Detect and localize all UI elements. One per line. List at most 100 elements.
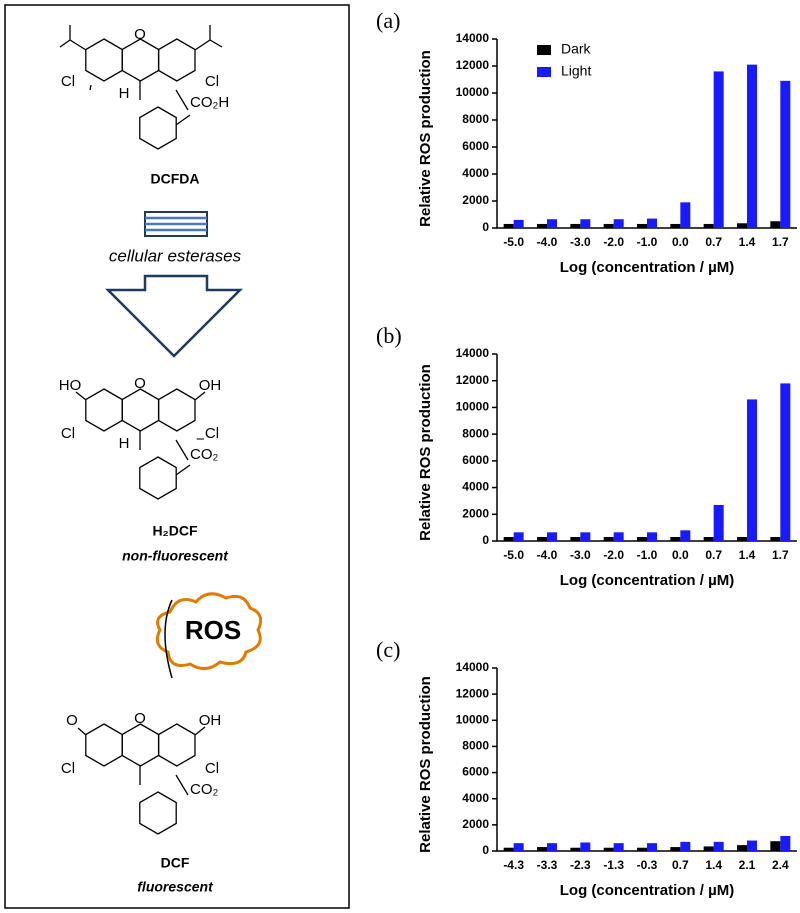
atom: H [119, 85, 130, 102]
y-tick-label: 0 [482, 843, 489, 857]
y-tick-label: 12000 [456, 373, 490, 387]
y-tick-label: 0 [482, 533, 489, 547]
x-tick-label: 1.7 [772, 548, 789, 562]
bar [547, 219, 557, 228]
molecule-note: non-fluorescent [122, 548, 229, 564]
x-tick-label: 0.7 [705, 235, 722, 249]
x-axis-title: Log (concentration / µM) [560, 882, 734, 899]
atom: − [196, 431, 205, 448]
atom: O [66, 712, 78, 729]
x-tick-label: -4.0 [537, 548, 558, 562]
y-tick-label: 14000 [456, 31, 490, 45]
legend-label: Dark [561, 41, 592, 57]
x-tick-label: -3.0 [570, 235, 591, 249]
y-tick-label: 0 [482, 220, 489, 234]
y-tick-label: 6000 [462, 139, 489, 153]
x-tick-label: 2.4 [772, 858, 789, 872]
x-tick-label: -0.3 [637, 858, 658, 872]
x-tick-label: -1.0 [637, 548, 658, 562]
bar [737, 223, 747, 228]
bar [603, 223, 614, 228]
atom: CO₂ [190, 446, 219, 463]
bar [770, 536, 781, 541]
bar [780, 80, 791, 228]
x-tick-label: 1.4 [705, 858, 722, 872]
bar [513, 843, 524, 851]
x-tick-label: 0.7 [672, 858, 689, 872]
bar [580, 219, 591, 228]
y-tick-label: 4000 [462, 166, 489, 180]
atom: O [134, 375, 146, 392]
x-tick-label: -2.0 [603, 548, 624, 562]
x-tick-label: -1.3 [603, 858, 624, 872]
bar [680, 841, 691, 851]
bar [713, 504, 724, 541]
bar [547, 532, 557, 541]
y-tick-label: 6000 [462, 765, 489, 779]
bar [537, 223, 547, 228]
atom: H [119, 435, 130, 452]
bar [603, 536, 614, 541]
molecule-name: DCFDA [151, 171, 200, 187]
bar [503, 223, 514, 228]
molecule-h2dcf [75, 388, 206, 500]
enzyme-label: cellular esterases [109, 246, 242, 265]
bar [703, 223, 714, 228]
bar [503, 536, 514, 541]
atom: CO₂H [190, 94, 229, 111]
bar [580, 842, 591, 851]
bar [647, 843, 657, 851]
x-tick-label: -5.0 [503, 548, 524, 562]
y-tick-label: 8000 [462, 426, 489, 440]
x-tick-label: -5.0 [503, 235, 524, 249]
y-tick-label: 4000 [462, 480, 489, 494]
bar [637, 223, 647, 228]
bar [747, 64, 757, 229]
y-tick-label: 10000 [456, 400, 490, 414]
panel-label: (a) [376, 8, 400, 33]
molecule-name: DCF [161, 855, 190, 871]
ros-arrow [164, 599, 173, 679]
x-tick-label: -1.0 [637, 235, 658, 249]
atom: Cl [205, 73, 219, 90]
bar [713, 71, 724, 229]
y-tick-label: 6000 [462, 453, 489, 467]
y-tick-label: 4000 [462, 791, 489, 805]
x-tick-label: 1.4 [739, 548, 756, 562]
legend-swatch [537, 67, 551, 77]
x-tick-label: -2.0 [603, 235, 624, 249]
bar [613, 219, 624, 228]
y-tick-label: 14000 [456, 660, 490, 674]
bar [537, 536, 547, 541]
x-tick-label: 1.7 [772, 235, 789, 249]
bar [737, 845, 747, 851]
atom: OH [199, 377, 222, 394]
bar [770, 841, 781, 851]
x-axis-title: Log (concentration / µM) [560, 259, 734, 276]
left-panel [4, 4, 350, 909]
bar [570, 223, 581, 228]
atom: O [134, 26, 146, 43]
y-tick-label: 2000 [462, 506, 489, 520]
x-tick-label: -4.3 [503, 858, 524, 872]
bar [570, 536, 581, 541]
x-tick-label: -2.3 [570, 858, 591, 872]
bar [513, 532, 524, 541]
bar [613, 843, 624, 851]
bar [680, 530, 691, 541]
bar [780, 835, 791, 851]
bar [670, 847, 681, 851]
y-tick-label: 12000 [456, 58, 490, 72]
bar [713, 841, 724, 851]
bar [613, 532, 624, 541]
bar [637, 847, 647, 851]
y-axis-title: Relative ROS production [417, 676, 434, 853]
ros-label: ROS [185, 615, 241, 645]
molecule-dcfda [59, 25, 223, 150]
y-axis-title: Relative ROS production [417, 364, 434, 541]
molecule-dcf [77, 723, 206, 835]
molecule-name: H₂DCF [152, 523, 198, 539]
bar [537, 847, 547, 851]
y-tick-label: 10000 [456, 712, 490, 726]
